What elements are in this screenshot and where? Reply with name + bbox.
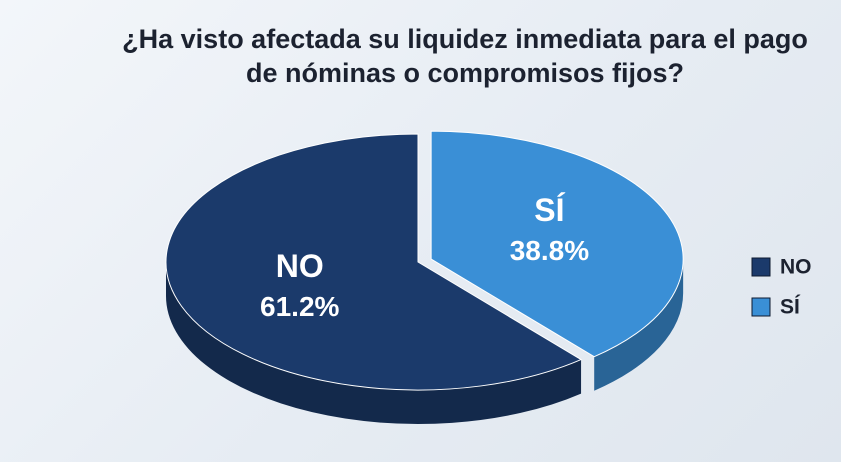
slice-side [166,262,582,425]
slice-value-label: 38.8% [510,235,589,266]
slice-category: SÍ [534,192,565,228]
slice [165,133,583,391]
slice [430,130,684,358]
slice-value-label: 61.2% [260,291,339,322]
legend-label: NO [780,256,812,279]
chart-title: ¿Ha visto afectada su liquidez inmediata… [122,24,808,88]
slice-side [594,259,684,391]
slice-category: NO [276,248,324,284]
legend-swatch [751,257,771,277]
legend-label: SÍ [780,296,801,319]
legend-swatch [751,297,771,317]
